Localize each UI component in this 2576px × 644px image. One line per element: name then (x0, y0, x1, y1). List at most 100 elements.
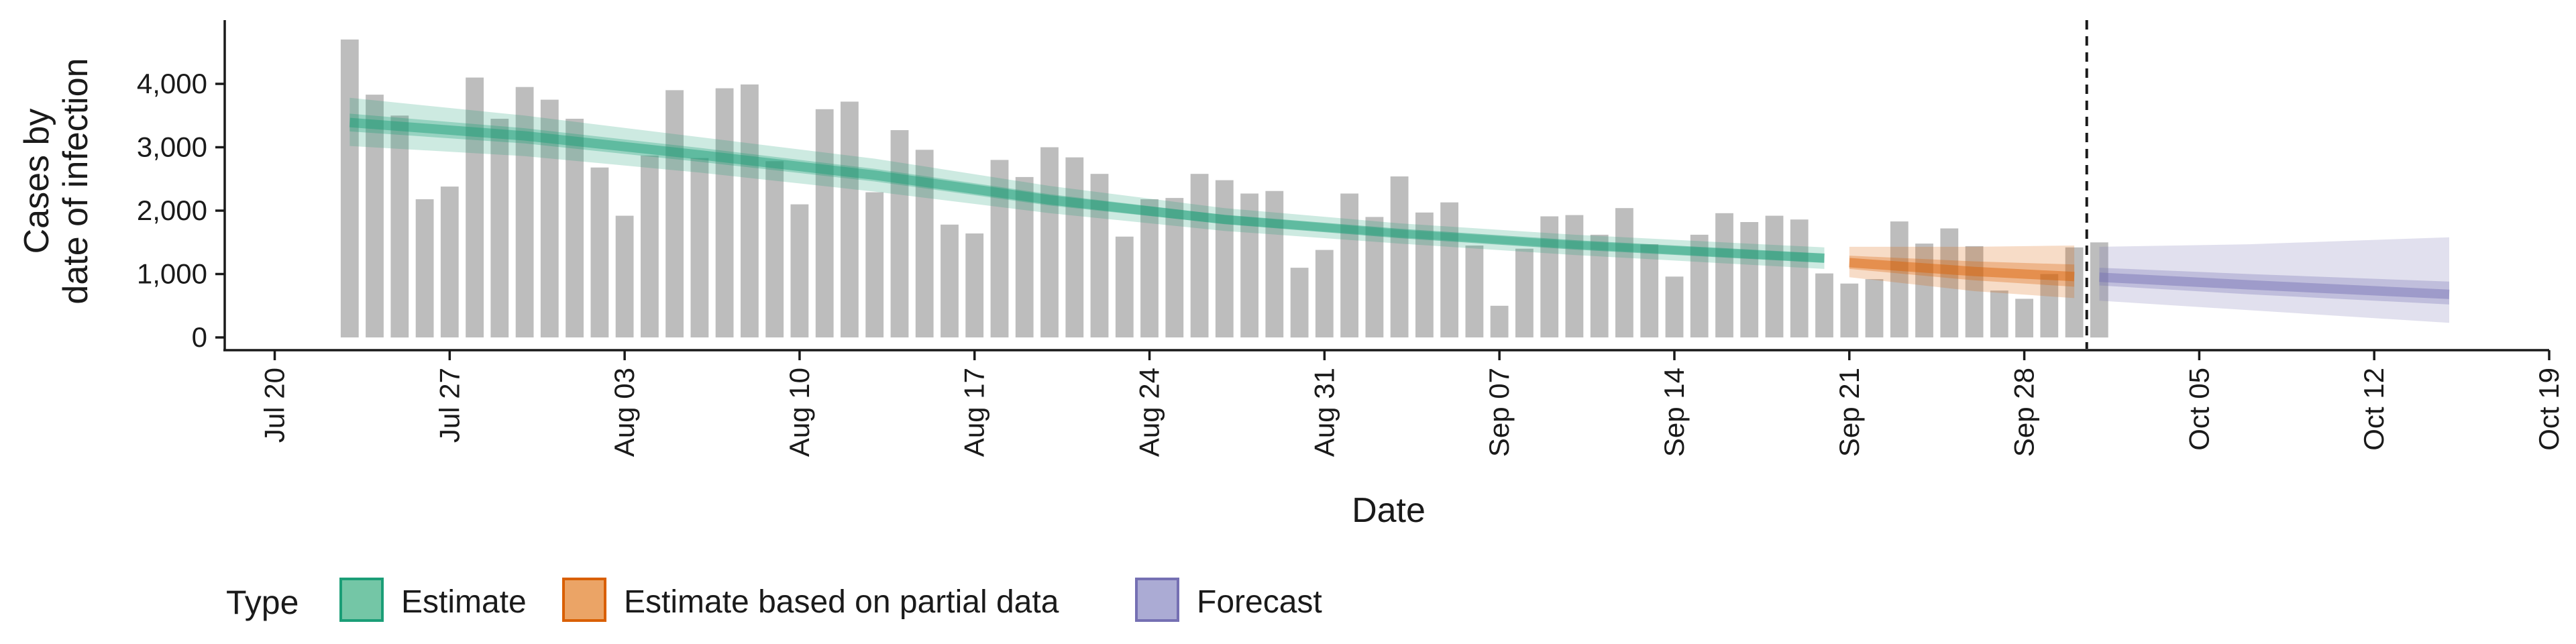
estimate-inner-band (350, 113, 1825, 263)
x-tick-label: Oct 12 (2358, 368, 2390, 451)
bar (715, 88, 734, 337)
y-axis-title: Cases bydate of infection (17, 58, 95, 304)
bar (515, 87, 534, 337)
bar (1015, 176, 1034, 337)
bar (890, 130, 909, 337)
estimate-median-line (349, 117, 1825, 263)
bar (915, 150, 934, 338)
legend-label-forecast: Forecast (1197, 584, 1322, 620)
bar (340, 39, 359, 338)
bar (1640, 244, 1659, 337)
bar (1590, 234, 1609, 337)
bar (1515, 248, 1534, 337)
bar (665, 90, 684, 337)
ribbons-layer (349, 97, 2450, 323)
bar (1090, 174, 1109, 337)
y-tick-label: 1,000 (137, 258, 207, 290)
x-tick-label: Jul 27 (433, 368, 465, 443)
bar (1340, 193, 1358, 337)
y-axis-title-line: Cases by (17, 109, 56, 254)
y-tick-label: 2,000 (137, 195, 207, 226)
bar (965, 233, 984, 337)
bar (1165, 198, 1184, 337)
bar (941, 224, 959, 337)
legend-title: Type (226, 584, 299, 621)
x-tick-label: Sep 21 (1833, 368, 1865, 457)
bar (415, 199, 434, 337)
bar (1065, 157, 1084, 337)
bar (690, 158, 709, 337)
bar (815, 109, 834, 338)
bar (990, 160, 1009, 337)
bar (1565, 215, 1584, 337)
bar (1815, 273, 1833, 337)
x-tick-label: Aug 17 (959, 368, 990, 457)
y-axis-title-line: date of infection (56, 58, 95, 304)
bar (790, 204, 809, 337)
bar (1715, 213, 1733, 337)
estimate-outer-band (350, 97, 1825, 269)
x-tick-label: Aug 03 (608, 368, 640, 457)
legend-key-estimate (339, 578, 384, 622)
forecast-inner-band (2099, 268, 2449, 305)
x-tick-label: Jul 20 (259, 368, 290, 443)
forecast-outer-band (2099, 237, 2449, 323)
bar (2040, 274, 2059, 337)
x-tick-label: Oct 05 (2183, 368, 2214, 451)
bar (1740, 222, 1759, 337)
bar (841, 101, 859, 337)
bar (1665, 276, 1684, 337)
bar (1240, 193, 1258, 337)
bar (765, 161, 784, 338)
x-tick-label: Aug 24 (1134, 368, 1165, 457)
bars-layer (340, 39, 2108, 338)
bar (490, 119, 509, 337)
bar (615, 215, 634, 337)
bar (1315, 250, 1334, 337)
legend-key-estimate-based-on-partial-data (562, 578, 606, 622)
bar (1265, 191, 1284, 337)
bar (366, 95, 384, 337)
forecast-median-line (2099, 272, 2450, 299)
bar (865, 192, 884, 337)
x-tick-label: Sep 07 (1483, 368, 1515, 457)
bar (1415, 212, 1434, 337)
bar (1690, 234, 1709, 337)
estimate-based-on-partial-data-outer-band (1849, 246, 2075, 299)
bar (1190, 174, 1209, 337)
y-tick-label: 0 (192, 321, 207, 353)
bar (590, 167, 609, 337)
bar (1940, 228, 1959, 337)
bar (1040, 147, 1059, 337)
bar (2015, 299, 2033, 337)
bar (1140, 199, 1159, 337)
bar (1915, 244, 1933, 337)
x-tick-label: Sep 14 (1658, 368, 1690, 457)
legend-key-forecast (1135, 578, 1179, 622)
bar (2090, 242, 2108, 338)
bar (1615, 208, 1633, 337)
bar (1115, 236, 1134, 337)
bar (1490, 305, 1509, 338)
bar (1390, 176, 1409, 337)
bar (566, 119, 584, 337)
bar (390, 115, 409, 338)
estimate-based-on-partial-data-inner-band (1849, 256, 2075, 287)
y-tick-label: 3,000 (137, 131, 207, 163)
bar (1890, 221, 1909, 337)
bar (1790, 219, 1809, 337)
bar (1290, 268, 1309, 338)
legend-label-estimate-based-on-partial-data: Estimate based on partial data (624, 584, 1059, 620)
y-tick-label: 4,000 (137, 68, 207, 99)
bar (440, 186, 459, 337)
bar (2065, 247, 2084, 337)
bar (466, 77, 484, 337)
bar (540, 99, 559, 337)
bar (1440, 202, 1458, 337)
bar (641, 155, 659, 338)
bar (1865, 279, 1884, 337)
x-tick-label: Aug 10 (784, 368, 815, 457)
bar (1840, 283, 1859, 337)
x-axis-title: Date (1352, 491, 1426, 530)
